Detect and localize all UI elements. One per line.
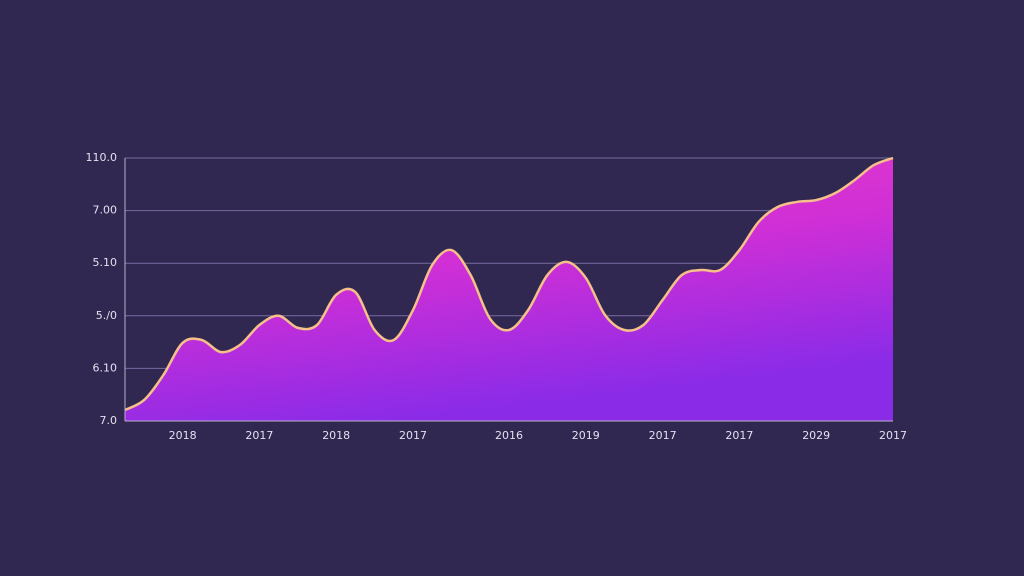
y-tick-label: 7.00 — [93, 204, 118, 217]
x-tick-label: 2017 — [399, 429, 427, 442]
area — [125, 158, 893, 421]
y-tick-label: 7.0 — [100, 414, 118, 427]
x-tick-label: 2017 — [649, 429, 677, 442]
x-tick-label: 2018 — [169, 429, 197, 442]
y-tick-label: 5.10 — [93, 256, 118, 269]
line — [124, 156, 894, 412]
plot — [124, 156, 894, 421]
y-tick-label: 110.0 — [86, 151, 118, 164]
x-tick-label: 2017 — [725, 429, 753, 442]
y-tick-label: 5./0 — [96, 309, 117, 322]
x-tick-label: 2016 — [495, 429, 523, 442]
x-tick-label: 2017 — [879, 429, 907, 442]
x-tick-label: 2017 — [245, 429, 273, 442]
x-tick-label: 2029 — [802, 429, 830, 442]
labels: 7.0 6.10 5./0 5.10 7.00 110.0 2018 2017 2018 2017… — [86, 151, 908, 442]
x-tick-label: 2018 — [322, 429, 350, 442]
x-tick-label: 2019 — [572, 429, 600, 442]
y-tick-label: 6.10 — [93, 361, 118, 374]
